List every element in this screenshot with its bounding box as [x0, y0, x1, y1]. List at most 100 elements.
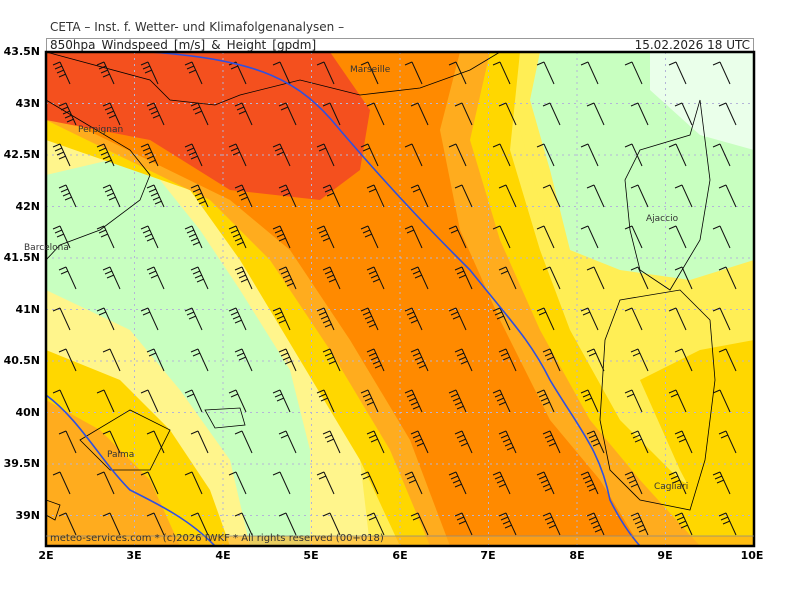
lat-label: 40N: [15, 406, 40, 419]
wind-barb: [146, 102, 165, 126]
wind-barb: [184, 389, 203, 413]
coast-ibiza: [46, 499, 61, 521]
wind-barb: [234, 430, 253, 454]
city-palma: Palma: [107, 450, 135, 460]
wind-barb: [542, 348, 561, 372]
wind-barb: [492, 471, 511, 495]
wind-barb: [102, 184, 121, 208]
wind-barb: [404, 143, 423, 167]
wind-barb: [316, 471, 335, 495]
wind-barb: [454, 266, 473, 290]
wind-barb: [674, 348, 693, 372]
coast-spain: [46, 99, 151, 261]
wind-barb: [624, 61, 643, 85]
wind-barb: [278, 184, 297, 208]
map-frame: [44, 50, 756, 548]
wind-barb: [586, 430, 605, 454]
wind-barb: [448, 389, 467, 413]
wind-barb: [674, 184, 693, 208]
lat-label: 42.5N: [3, 148, 40, 161]
lat-label: 39N: [15, 509, 40, 522]
wind-barb: [102, 266, 121, 290]
wind-barb: [624, 307, 643, 331]
wind-barb: [96, 471, 115, 495]
wind-barb: [624, 225, 643, 249]
wind-barb: [102, 348, 121, 372]
wind-barb: [190, 184, 209, 208]
wind-barb: [96, 143, 115, 167]
wind-barb: [322, 102, 341, 126]
wind-barb: [58, 184, 77, 208]
wind-barb: [498, 512, 517, 536]
wind-barb: [190, 348, 209, 372]
wind-barb: [492, 389, 511, 413]
shade-dark-orange-band: [46, 52, 640, 546]
wind-barb: [492, 307, 511, 331]
wind-barb: [234, 102, 253, 126]
wind-barb: [228, 471, 247, 495]
wind-barb: [366, 512, 385, 536]
city-barcelona: Barcelona: [24, 243, 69, 253]
wind-barb: [410, 512, 429, 536]
wind-barb: [630, 430, 649, 454]
wind-barb: [498, 266, 517, 290]
wind-barb: [580, 307, 599, 331]
wind-barb: [492, 225, 511, 249]
wind-barb: [668, 143, 687, 167]
wind-barb: [140, 61, 159, 85]
wind-barb: [52, 471, 71, 495]
height-contours: [46, 52, 641, 546]
wind-barb: [190, 430, 209, 454]
wind-barb: [542, 512, 561, 536]
wind-barb: [404, 307, 423, 331]
wind-barb: [718, 102, 737, 126]
wind-barb: [498, 430, 517, 454]
wind-barb: [234, 348, 253, 372]
wind-barb: [630, 512, 649, 536]
wind-barb: [278, 348, 297, 372]
lon-label: 6E: [392, 549, 408, 562]
wind-barb: [278, 512, 297, 536]
wind-barb: [190, 266, 209, 290]
height-contour-line: [149, 52, 641, 546]
wind-barb: [410, 102, 429, 126]
coast-mallorca: [79, 409, 171, 471]
wind-barb: [234, 266, 253, 290]
organization-title: CETA – Inst. f. Wetter- und Klimafolgena…: [50, 20, 345, 34]
coast-menorca: [204, 407, 246, 429]
lat-label: 42N: [15, 200, 40, 213]
wind-barb: [58, 348, 77, 372]
wind-barb: [536, 389, 555, 413]
wind-barb: [316, 307, 335, 331]
wind-barb: [712, 389, 731, 413]
wind-barb: [668, 225, 687, 249]
wind-barb: [52, 143, 71, 167]
wind-barb: [52, 225, 71, 249]
wind-barb: [586, 512, 605, 536]
wind-barb: [322, 184, 341, 208]
wind-barb: [542, 102, 561, 126]
coast-france: [46, 52, 501, 106]
wind-barb: [58, 102, 77, 126]
wind-barb: [272, 61, 291, 85]
wind-barb: [58, 430, 77, 454]
wind-barb: [140, 307, 159, 331]
lat-label: 40.5N: [3, 354, 40, 367]
wind-barb: [674, 430, 693, 454]
wind-barb: [96, 225, 115, 249]
wind-barb: [190, 512, 209, 536]
coast-corsica: [624, 99, 711, 291]
wind-barb: [454, 430, 473, 454]
wind-barb: [316, 61, 335, 85]
lon-label: 5E: [303, 549, 319, 562]
wind-barb: [146, 512, 165, 536]
wind-barb: [536, 225, 555, 249]
wind-barb: [278, 102, 297, 126]
wind-barb: [586, 184, 605, 208]
wind-barb: [718, 348, 737, 372]
shade-light-green-west: [46, 160, 310, 546]
wind-barb: [498, 184, 517, 208]
wind-barbs: [52, 61, 737, 536]
wind-barb: [58, 266, 77, 290]
wind-barb: [58, 512, 77, 536]
